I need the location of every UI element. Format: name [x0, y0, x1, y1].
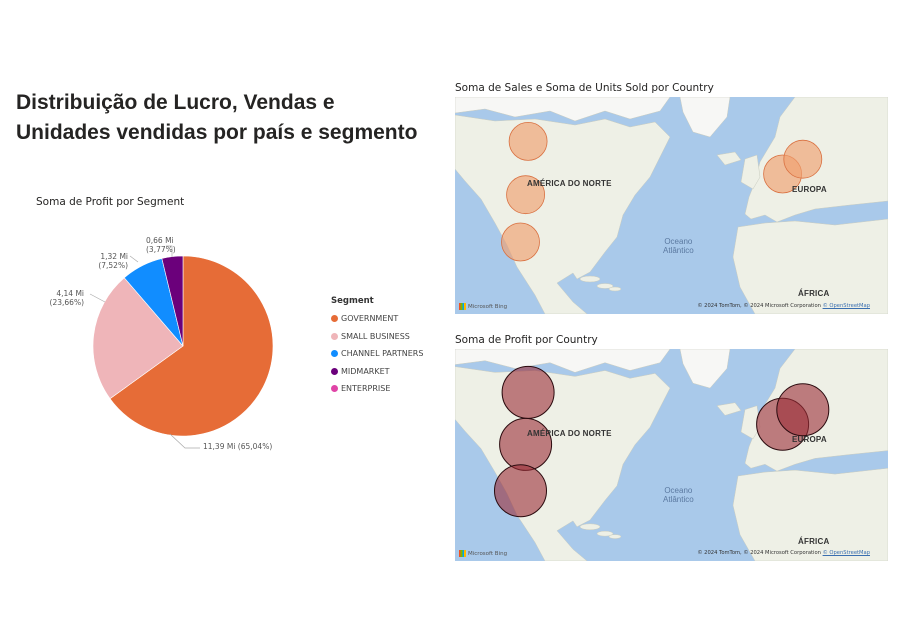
microsoft-logo-icon	[459, 550, 466, 557]
bubble-mexico[interactable]	[501, 222, 540, 262]
legend-label: MIDMARKET	[341, 366, 390, 376]
legend-marker	[331, 350, 338, 358]
pie-data-label-midmarket: 0,66 Mi (3,77%)	[146, 236, 176, 254]
label-north-america: AMÉRICA DO NORTE	[527, 429, 612, 439]
ocean-label-line-2: Atlântico	[663, 246, 694, 255]
label-europe: EUROPA	[792, 185, 827, 194]
map-copyright: © 2024 TomTom, © 2024 Microsoft Corporat…	[697, 303, 870, 309]
legend-label: GOVERNMENT	[341, 314, 399, 324]
legend-item-enterprise[interactable]: ENTERPRISE	[331, 380, 423, 398]
legend-marker	[331, 367, 338, 375]
legend-label: ENTERPRISE	[341, 384, 391, 394]
bubble-germany[interactable]	[783, 139, 823, 179]
legend-item-government[interactable]: GOVERNMENT	[331, 310, 423, 328]
arctic-islands-landmass	[455, 349, 671, 373]
ocean-label-line-1: Oceano	[664, 485, 693, 495]
label-atlantic-ocean: Oceano Atlântico	[663, 237, 694, 255]
pie-leader-line-channel-partners	[129, 255, 139, 263]
pie-data-label-government: 11,39 Mi (65,04%)	[203, 442, 272, 451]
bubble-canada[interactable]	[508, 122, 548, 161]
copyright-text: © 2024 TomTom, © 2024 Microsoft Corporat…	[697, 550, 823, 556]
british-isles-landmass	[740, 154, 761, 190]
legend-item-small-business[interactable]: SMALL BUSINESS	[331, 328, 423, 346]
legend-item-channel-partners[interactable]: CHANNEL PARTNERS	[331, 345, 423, 363]
title-line-1: Distribuição de Lucro, Vendas e	[16, 91, 335, 114]
label-africa: ÁFRICA	[798, 289, 830, 298]
map-canvas[interactable]	[455, 349, 888, 561]
legend-label: CHANNEL PARTNERS	[341, 349, 424, 359]
greenland-landmass	[679, 349, 731, 389]
bing-label: Microsoft Bing	[468, 303, 508, 310]
pie-chart-title: Soma de Profit por Segment	[36, 196, 185, 208]
caribbean-island-landmass	[608, 286, 622, 292]
legend-marker	[331, 385, 338, 393]
pie-leader-line-midmarket	[166, 245, 173, 257]
british-isles-landmass	[740, 405, 761, 440]
legend-item-midmarket[interactable]: MIDMARKET	[331, 363, 423, 381]
bing-logo[interactable]: Microsoft Bing	[459, 303, 507, 310]
pie-slice-small-business[interactable]	[92, 277, 184, 400]
label-north-america: AMÉRICA DO NORTE	[527, 179, 612, 188]
north-america-landmass	[455, 366, 671, 561]
bubble-mexico[interactable]	[494, 464, 547, 518]
bubble-germany[interactable]	[776, 383, 830, 437]
bing-logo[interactable]: Microsoft Bing	[459, 550, 507, 557]
caribbean-island-landmass	[596, 283, 614, 289]
caribbean-island-landmass	[579, 275, 601, 283]
openstreetmap-link[interactable]: © OpenStreetMap	[822, 303, 870, 309]
ocean-label-line-2: Atlântico	[663, 494, 694, 504]
ocean-label-line-1: Oceano	[664, 237, 693, 246]
greenland-landmass	[679, 97, 731, 138]
bubble-united-states-of-america[interactable]	[506, 175, 545, 215]
legend-title: Segment	[331, 296, 374, 306]
map-canvas[interactable]	[455, 97, 888, 314]
profit-by-segment-pie-chart[interactable]: 11,39 Mi (65,04%) 4,14 Mi (23,66%) 1,32 Mi(…	[0, 0, 450, 470]
arctic-islands-landmass	[455, 97, 671, 122]
iceland-landmass	[716, 151, 742, 166]
bubble-united-states-of-america[interactable]	[499, 417, 553, 471]
caribbean-island-landmass	[596, 530, 614, 537]
legend-marker	[331, 332, 338, 340]
pie-slice-midmarket[interactable]	[161, 255, 184, 347]
map-sales-units-title: Soma de Sales e Soma de Units Sold por C…	[455, 82, 714, 94]
title-line-2: Unidades vendidas por país e segmento	[16, 121, 418, 144]
pie-data-label-channel-partners: 1,32 Mi (7,52%)	[98, 252, 128, 270]
map-profit-title: Soma de Profit por Country	[455, 334, 598, 346]
pie-leader-line-government	[169, 433, 200, 449]
label-atlantic-ocean: Oceano Atlântico	[663, 486, 694, 504]
dashboard-title: Distribuição de Lucro, Vendas e Unidades…	[16, 88, 456, 148]
legend-marker	[331, 315, 338, 323]
label-europe: EUROPA	[792, 434, 827, 444]
copyright-text: © 2024 TomTom, © 2024 Microsoft Corporat…	[697, 303, 823, 309]
label-africa: ÁFRICA	[798, 536, 830, 546]
bing-label: Microsoft Bing	[468, 550, 508, 557]
pie-data-label-small-business: 4,14 Mi (23,66%)	[50, 289, 85, 307]
africa-landmass	[732, 218, 888, 314]
caribbean-island-landmass	[608, 534, 622, 539]
legend-label: SMALL BUSINESS	[341, 331, 410, 341]
pie-leader-line-small-business	[89, 293, 106, 303]
openstreetmap-link[interactable]: © OpenStreetMap	[822, 550, 870, 556]
africa-landmass	[732, 467, 888, 561]
pie-legend: Segment GOVERNMENT SMALL BUSINESS CHANNEL …	[331, 296, 423, 398]
map-copyright: © 2024 TomTom, © 2024 Microsoft Corporat…	[697, 550, 870, 556]
map-sales-units[interactable]: AMÉRICA DO NORTE EUROPA ÁFRICA Oceano Atlânt…	[455, 97, 888, 314]
bubble-canada[interactable]	[501, 365, 555, 419]
north-america-landmass	[455, 114, 671, 314]
caribbean-island-landmass	[579, 523, 601, 531]
map-profit[interactable]: AMÉRICA DO NORTE EUROPA ÁFRICA Oceano Atlânt…	[455, 349, 888, 561]
iceland-landmass	[716, 402, 742, 416]
pie-slice-government[interactable]	[109, 255, 274, 437]
microsoft-logo-icon	[459, 303, 466, 310]
